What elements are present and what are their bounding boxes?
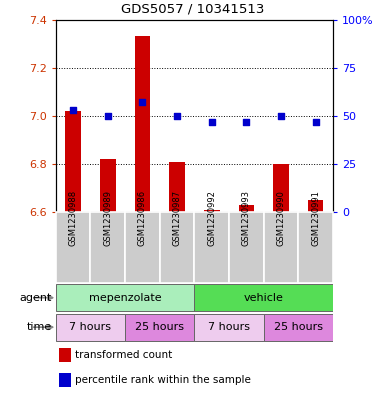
Bar: [125, 314, 194, 341]
Bar: [264, 314, 333, 341]
Bar: [169, 162, 185, 212]
Text: GSM1230988: GSM1230988: [69, 190, 78, 246]
Bar: [204, 210, 219, 212]
Point: [105, 113, 111, 119]
Bar: [135, 37, 150, 212]
Text: GSM1230992: GSM1230992: [207, 190, 216, 246]
Text: GDS5057 / 10341513: GDS5057 / 10341513: [121, 3, 264, 16]
Bar: [90, 212, 125, 283]
Text: GSM1230991: GSM1230991: [311, 190, 320, 246]
Bar: [298, 212, 333, 283]
Point: [278, 113, 284, 119]
Text: percentile rank within the sample: percentile rank within the sample: [75, 375, 251, 385]
Text: GSM1230989: GSM1230989: [103, 190, 112, 246]
Bar: [273, 164, 289, 212]
Text: transformed count: transformed count: [75, 350, 172, 360]
Text: mepenzolate: mepenzolate: [89, 293, 161, 303]
Text: agent: agent: [20, 293, 52, 303]
Bar: [264, 212, 298, 283]
Bar: [100, 159, 116, 212]
Point: [139, 99, 146, 106]
Text: vehicle: vehicle: [244, 293, 284, 303]
Text: GSM1230990: GSM1230990: [276, 190, 286, 246]
Bar: [56, 314, 125, 341]
Bar: [194, 314, 264, 341]
Bar: [229, 212, 264, 283]
Bar: [194, 284, 333, 311]
Bar: [56, 284, 194, 311]
Bar: [125, 212, 160, 283]
Text: 25 hours: 25 hours: [135, 322, 184, 332]
Bar: [56, 212, 90, 283]
Bar: [160, 212, 194, 283]
Text: GSM1230987: GSM1230987: [172, 190, 182, 246]
Bar: [65, 111, 81, 212]
Text: 25 hours: 25 hours: [274, 322, 323, 332]
Point: [174, 113, 180, 119]
Point: [313, 119, 319, 125]
Text: GSM1230993: GSM1230993: [242, 190, 251, 246]
Bar: [59, 373, 71, 387]
Point: [70, 107, 76, 113]
Bar: [194, 212, 229, 283]
Point: [243, 119, 249, 125]
Text: 7 hours: 7 hours: [208, 322, 250, 332]
Bar: [308, 200, 323, 212]
Bar: [59, 348, 71, 362]
Text: 7 hours: 7 hours: [69, 322, 112, 332]
Point: [209, 119, 215, 125]
Bar: [239, 205, 254, 212]
Text: time: time: [27, 322, 52, 332]
Text: GSM1230986: GSM1230986: [138, 190, 147, 246]
